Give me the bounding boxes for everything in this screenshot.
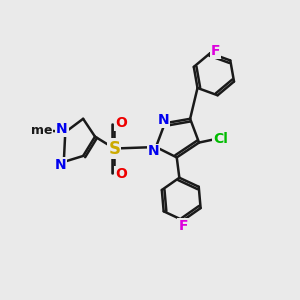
Text: F: F — [211, 44, 220, 58]
Text: N: N — [56, 122, 68, 136]
Text: N: N — [148, 145, 159, 158]
Text: O: O — [115, 167, 127, 181]
Text: S: S — [108, 140, 120, 158]
Text: F: F — [178, 219, 188, 233]
Text: N: N — [54, 158, 66, 172]
Text: O: O — [115, 116, 127, 130]
Text: Cl: Cl — [213, 132, 228, 146]
Text: N: N — [158, 113, 169, 127]
Text: me: me — [31, 124, 52, 137]
